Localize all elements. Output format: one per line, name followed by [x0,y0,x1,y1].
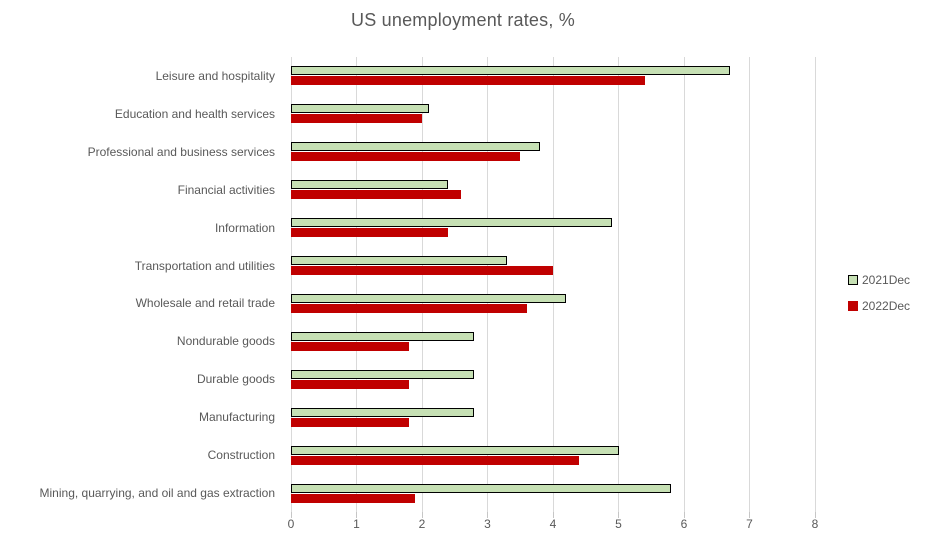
x-axis: 0 1 2 3 4 5 6 7 8 [287,517,819,533]
category-label: Education and health services [114,106,275,121]
bar-group [291,285,815,323]
bar-group [291,436,815,474]
x-axis-tick-label: 7 [746,517,753,531]
gridline [552,57,554,512]
category-label: Professional and business services [87,144,275,159]
bar-2022dec [291,379,409,389]
gridline [749,57,750,512]
bar-2022dec [291,493,416,503]
axis-tick-mark [552,512,554,518]
x-axis-tick-label: 8 [811,517,819,531]
legend-label: 2021Dec [862,273,911,287]
bar-group [291,209,815,247]
x-axis-tick-label: 6 [680,517,688,531]
bar-2022dec [291,417,409,427]
category-label: Leisure and hospitality [155,68,275,83]
x-axis-tick-label: 3 [484,517,491,531]
bar-2021dec [291,142,540,152]
legend-item-2021dec: 2021Dec [848,273,910,287]
bar-group [291,171,815,209]
bar-2021dec [291,331,475,341]
category-label: Wholesale and retail trade [135,296,275,311]
category-axis: Leisure and hospitality Education and hea… [0,57,284,512]
bar-2021dec [291,104,429,114]
bar-2021dec [291,445,619,455]
bar-2021dec [291,293,567,303]
bar-2021dec [291,218,612,228]
bar-group [291,360,815,398]
bar-2021dec [291,369,475,379]
bar-group [291,398,815,436]
axis-tick-mark [356,512,357,518]
bar-2021dec [291,407,475,417]
bar-2022dec [291,152,521,162]
gridline [618,57,619,512]
bar-group [291,322,815,360]
category-label: Durable goods [196,372,275,387]
x-axis-tick-label: 4 [549,517,557,531]
bar-2022dec [291,266,553,276]
bar-group [291,474,815,512]
category-label: Mining, quarrying, and oil and gas extra… [39,486,275,501]
bar-2022dec [291,341,409,351]
bar-2022dec [291,455,580,465]
legend-swatch-2022dec [848,301,858,311]
bar-group [291,57,815,95]
bar-2022dec [291,303,527,313]
bar-group [291,247,815,285]
legend: 2021Dec 2022Dec [848,273,910,313]
x-axis-tick-label: 5 [615,517,622,531]
axis-tick-mark [749,512,750,518]
axis-tick-mark [814,512,816,518]
category-label: Information [214,220,275,235]
category-label: Manufacturing [198,410,275,425]
x-axis-tick-label: 0 [287,517,295,531]
gridline [487,57,488,512]
bar-2022dec [291,228,449,238]
x-axis-tick-label: 2 [418,517,426,531]
bar-group [291,133,815,171]
bar-2022dec [291,76,645,86]
bar-2021dec [291,66,730,76]
bar-2021dec [291,483,671,493]
category-label: Transportation and utilities [134,258,275,273]
x-axis-tick-label: 1 [353,517,360,531]
gridline [421,57,423,512]
plot-area [290,57,816,518]
axis-tick-mark [683,512,685,518]
legend-label: 2022Dec [862,299,911,313]
legend-item-2022dec: 2022Dec [848,299,910,313]
bar-2021dec [291,256,508,266]
axis-tick-mark [618,512,619,518]
axis-tick-mark [290,512,292,518]
gridline [814,57,816,512]
category-label: Financial activities [177,182,275,197]
chart-title: US unemployment rates, % [351,10,575,30]
bar-rows [291,57,815,512]
category-label: Nondurable goods [176,334,275,349]
legend-swatch-2021dec [848,275,858,285]
bar-2022dec [291,190,462,200]
bar-2022dec [291,114,422,124]
gridline [290,57,292,512]
axis-tick-mark [487,512,488,518]
bar-group [291,95,815,133]
category-label: Construction [207,448,275,463]
axis-tick-mark [421,512,423,518]
gridline [683,57,685,512]
bar-2021dec [291,180,449,190]
gridline [356,57,357,512]
